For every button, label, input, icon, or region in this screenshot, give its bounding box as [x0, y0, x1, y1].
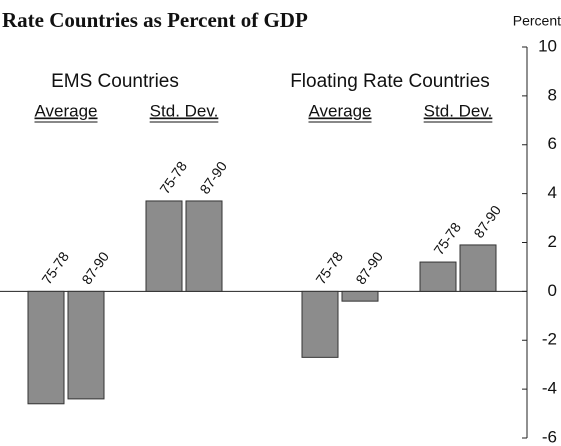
bar-label: 75-78 [430, 219, 464, 258]
bar [301, 290, 339, 358]
bar [185, 200, 223, 292]
bar [419, 261, 457, 292]
y-axis-label: Percent [513, 13, 561, 29]
chart-title: Rate Countries as Percent of GDP [2, 8, 308, 32]
bar [459, 244, 497, 292]
group-label: Floating Rate Countries [290, 71, 490, 92]
bar-label: 75-78 [156, 158, 190, 197]
y-tick-label: -4 [542, 379, 557, 398]
subgroup-label: Average [308, 101, 371, 120]
subgroup-label: Average [34, 101, 97, 120]
bar-label: 87-90 [470, 202, 504, 241]
y-tick-label: -6 [542, 427, 557, 446]
y-tick-label: 10 [538, 36, 557, 55]
bar-label: 75-78 [312, 249, 346, 288]
y-tick-label: 8 [548, 85, 557, 104]
y-tick-label: 4 [548, 183, 557, 202]
y-tick-label: 0 [548, 281, 557, 300]
bar [27, 290, 65, 405]
y-tick-label: 2 [548, 232, 557, 251]
bar [341, 290, 379, 302]
subgroup-label: Std. Dev. [424, 101, 493, 120]
group-label: EMS Countries [51, 71, 179, 92]
bar-label: 75-78 [38, 249, 72, 288]
bar-label: 87-90 [352, 249, 386, 288]
y-tick-label: 6 [548, 134, 557, 153]
bar [67, 290, 105, 400]
bar-label: 87-90 [78, 249, 112, 288]
y-tick-label: -2 [542, 330, 557, 349]
subgroup-label: Std. Dev. [150, 101, 219, 120]
bar [145, 200, 183, 292]
bar-label: 87-90 [196, 158, 230, 197]
